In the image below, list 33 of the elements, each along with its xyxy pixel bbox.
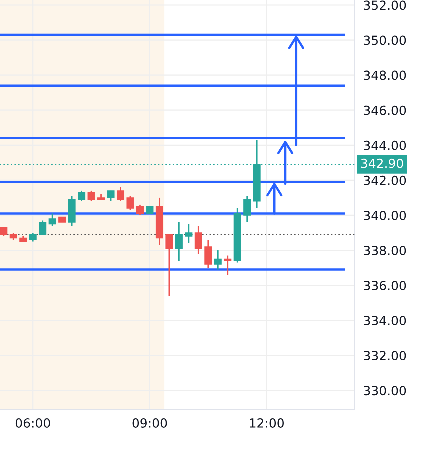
candlestick xyxy=(107,190,115,202)
x-tick-label: 06:00 xyxy=(16,418,50,428)
y-tick-label: 330.00 xyxy=(364,386,406,396)
candlestick xyxy=(116,186,125,202)
ref-line-label: 342.90 xyxy=(361,158,404,168)
candlestick xyxy=(39,220,47,236)
candlestick xyxy=(78,190,86,202)
candlestick xyxy=(244,196,252,224)
y-tick-label: 348.00 xyxy=(364,70,406,80)
candlestick xyxy=(185,224,193,244)
y-tick-label: 352.00 xyxy=(364,0,406,10)
candlestick xyxy=(126,196,134,211)
y-tick-label: 344.00 xyxy=(364,140,406,150)
x-tick-label: 09:00 xyxy=(132,418,168,428)
candlestick xyxy=(48,213,56,227)
x-tick-label: 12:00 xyxy=(250,418,284,428)
candlestick xyxy=(204,239,212,269)
candlestick xyxy=(136,204,144,216)
candlestick xyxy=(166,234,174,297)
y-tick-label: 336.00 xyxy=(364,281,406,290)
candlestick xyxy=(88,190,96,202)
y-tick-label: 338.00 xyxy=(364,246,406,256)
y-tick-label: 334.00 xyxy=(364,316,406,326)
candlestick xyxy=(214,250,222,270)
y-tick-label: 342.00 xyxy=(364,176,406,186)
candlestick xyxy=(68,196,76,227)
candlestick xyxy=(194,225,202,255)
y-tick-label: 346.00 xyxy=(364,106,406,116)
y-tick-label: 332.00 xyxy=(364,351,406,361)
candlestick xyxy=(224,255,232,276)
y-tick-label: 340.00 xyxy=(364,210,406,220)
y-tick-label: 350.00 xyxy=(364,36,406,46)
candlestick xyxy=(175,222,183,262)
